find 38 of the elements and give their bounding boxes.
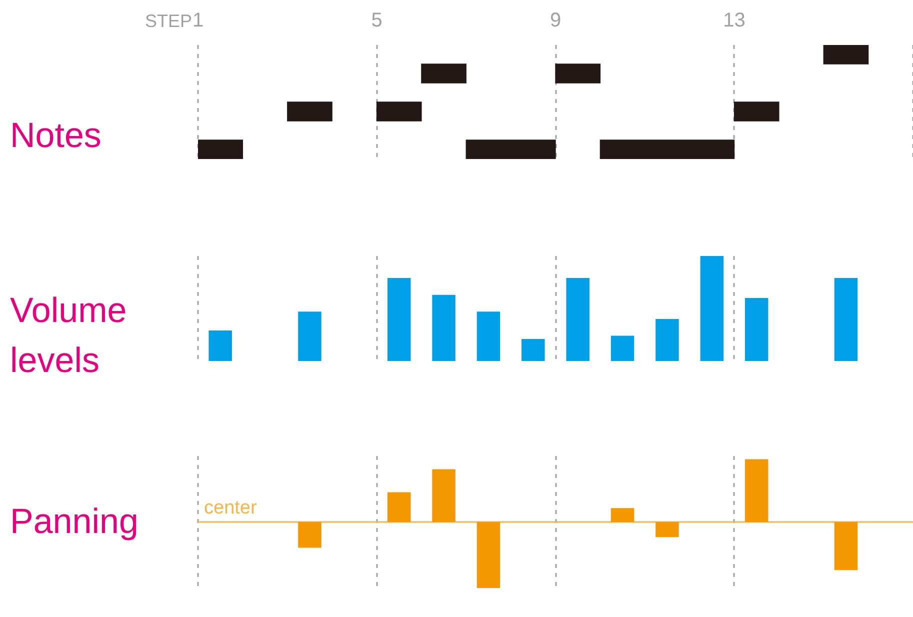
bar <box>198 140 244 159</box>
bar <box>823 45 869 64</box>
x-axis-title: STEP <box>144 10 192 31</box>
bar <box>744 298 768 361</box>
bar <box>610 508 634 522</box>
bar <box>555 64 601 84</box>
x-tick-label: 13 <box>723 10 746 32</box>
bar <box>600 140 735 159</box>
bar <box>387 278 411 361</box>
bar <box>834 522 858 570</box>
bar <box>744 459 768 522</box>
bar <box>610 336 634 361</box>
x-tick-label: 1 <box>192 10 204 32</box>
bar <box>287 102 332 122</box>
bar <box>656 522 679 538</box>
y-axis-title: Notes <box>10 115 102 157</box>
bar <box>387 492 411 522</box>
y-axis-title: Panning <box>10 501 140 543</box>
ref-line-label: center <box>204 498 258 519</box>
bar <box>432 294 456 361</box>
bar <box>432 469 456 522</box>
bar <box>522 338 545 361</box>
bar <box>566 278 590 361</box>
bar <box>656 319 679 361</box>
y-axis-title: Volume levels <box>10 290 128 382</box>
bar <box>298 312 322 361</box>
bar <box>700 256 724 361</box>
bar <box>476 522 500 588</box>
bar <box>476 312 500 361</box>
bar <box>466 140 556 159</box>
bar <box>421 64 466 84</box>
bar <box>834 278 858 361</box>
bar <box>298 522 322 548</box>
x-tick-label: 5 <box>371 10 382 32</box>
x-tick-label: 9 <box>550 10 562 32</box>
bar <box>734 102 780 122</box>
bar <box>376 102 422 122</box>
bar <box>208 330 232 361</box>
